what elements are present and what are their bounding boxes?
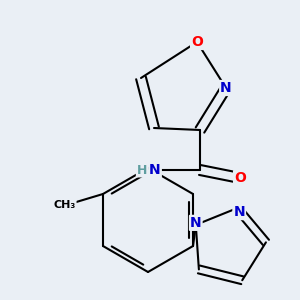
Text: O: O bbox=[191, 35, 203, 49]
Text: N: N bbox=[149, 163, 161, 177]
Text: N: N bbox=[220, 81, 232, 95]
Text: N: N bbox=[233, 205, 245, 219]
Text: H: H bbox=[137, 164, 147, 176]
Text: O: O bbox=[234, 171, 246, 185]
Text: N: N bbox=[190, 216, 202, 230]
Text: CH₃: CH₃ bbox=[53, 200, 76, 210]
